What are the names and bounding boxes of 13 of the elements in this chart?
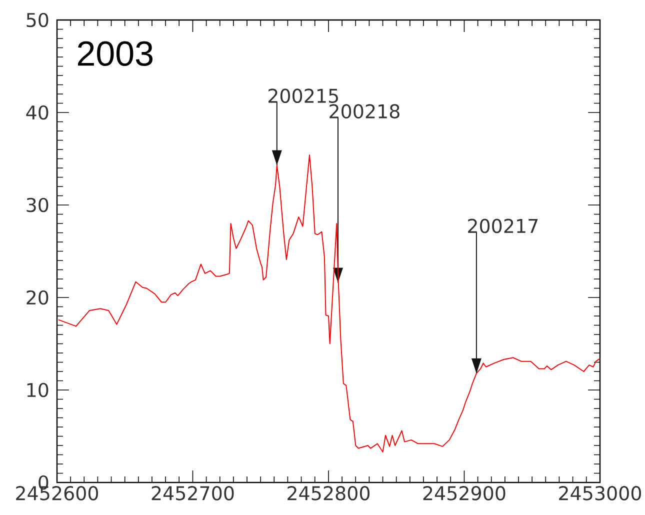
x-tick-label: 2452700: [152, 486, 234, 500]
annotation: 200218: [330, 104, 400, 118]
x-tick-label: 2453000: [559, 486, 642, 500]
chart-title: 2003: [78, 41, 153, 66]
y-tick-label: 50: [26, 12, 48, 28]
y-tick-label: 10: [27, 382, 48, 398]
annotation: 200217: [468, 218, 538, 234]
annotation: 200215: [268, 88, 338, 104]
y-tick-label: 40: [26, 105, 48, 120]
x-tick-label: 2452900: [423, 486, 506, 500]
y-tick-label: 20: [26, 290, 48, 305]
y-tick-label: 30: [26, 198, 48, 212]
x-tick-label: 2452800: [288, 486, 370, 500]
